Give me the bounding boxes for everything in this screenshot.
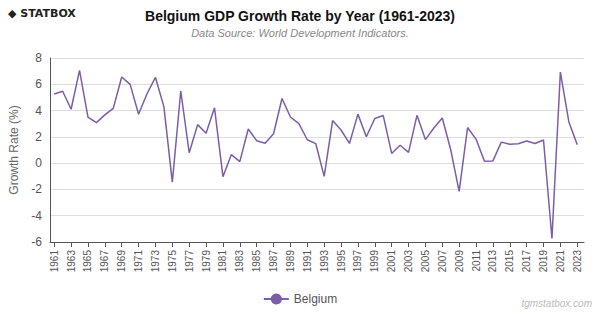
svg-text:Belgium GDP Growth Rate by Yea: Belgium GDP Growth Rate by Year (1961-20… bbox=[145, 8, 455, 24]
svg-text:1987: 1987 bbox=[268, 250, 279, 273]
svg-text:2003: 2003 bbox=[403, 250, 414, 273]
svg-text:4: 4 bbox=[35, 104, 42, 118]
svg-text:2023: 2023 bbox=[572, 250, 583, 273]
svg-text:2011: 2011 bbox=[471, 250, 482, 272]
svg-text:2: 2 bbox=[35, 130, 42, 144]
svg-text:2021: 2021 bbox=[555, 250, 566, 273]
svg-text:8: 8 bbox=[35, 51, 42, 65]
svg-text:2007: 2007 bbox=[437, 250, 448, 273]
svg-text:1967: 1967 bbox=[99, 250, 110, 273]
svg-text:1997: 1997 bbox=[352, 250, 363, 273]
svg-text:-6: -6 bbox=[31, 235, 42, 249]
svg-text:tgmstatbox.com: tgmstatbox.com bbox=[521, 298, 592, 309]
svg-text:Growth Rate (%): Growth Rate (%) bbox=[7, 105, 21, 194]
svg-text:Belgium: Belgium bbox=[294, 292, 337, 306]
svg-text:2009: 2009 bbox=[454, 250, 465, 273]
svg-text:1965: 1965 bbox=[82, 250, 93, 273]
svg-text:2013: 2013 bbox=[487, 250, 498, 273]
svg-text:2015: 2015 bbox=[504, 250, 515, 273]
svg-text:1963: 1963 bbox=[66, 250, 77, 273]
svg-text:1989: 1989 bbox=[285, 250, 296, 273]
svg-text:2019: 2019 bbox=[538, 250, 549, 273]
svg-text:2005: 2005 bbox=[420, 250, 431, 273]
svg-text:1979: 1979 bbox=[201, 250, 212, 273]
svg-text:◆ STATBOX: ◆ STATBOX bbox=[8, 7, 76, 20]
svg-text:1983: 1983 bbox=[234, 250, 245, 273]
svg-text:1985: 1985 bbox=[251, 250, 262, 273]
svg-text:1991: 1991 bbox=[302, 250, 313, 273]
svg-text:1981: 1981 bbox=[217, 250, 228, 273]
svg-text:1977: 1977 bbox=[184, 250, 195, 273]
svg-text:2001: 2001 bbox=[386, 250, 397, 273]
svg-text:1961: 1961 bbox=[49, 250, 60, 273]
svg-text:2017: 2017 bbox=[521, 250, 532, 273]
svg-text:1969: 1969 bbox=[116, 250, 127, 273]
svg-text:1993: 1993 bbox=[319, 250, 330, 273]
svg-text:-2: -2 bbox=[31, 182, 42, 196]
svg-text:1973: 1973 bbox=[150, 250, 161, 273]
svg-text:1971: 1971 bbox=[133, 250, 144, 273]
svg-text:1975: 1975 bbox=[167, 250, 178, 273]
svg-text:-4: -4 bbox=[31, 209, 42, 223]
svg-text:0: 0 bbox=[35, 156, 42, 170]
svg-text:1995: 1995 bbox=[336, 250, 347, 273]
svg-text:6: 6 bbox=[35, 77, 42, 91]
svg-text:1999: 1999 bbox=[369, 250, 380, 273]
svg-text:Data Source: World Development: Data Source: World Development Indicator… bbox=[191, 27, 409, 39]
